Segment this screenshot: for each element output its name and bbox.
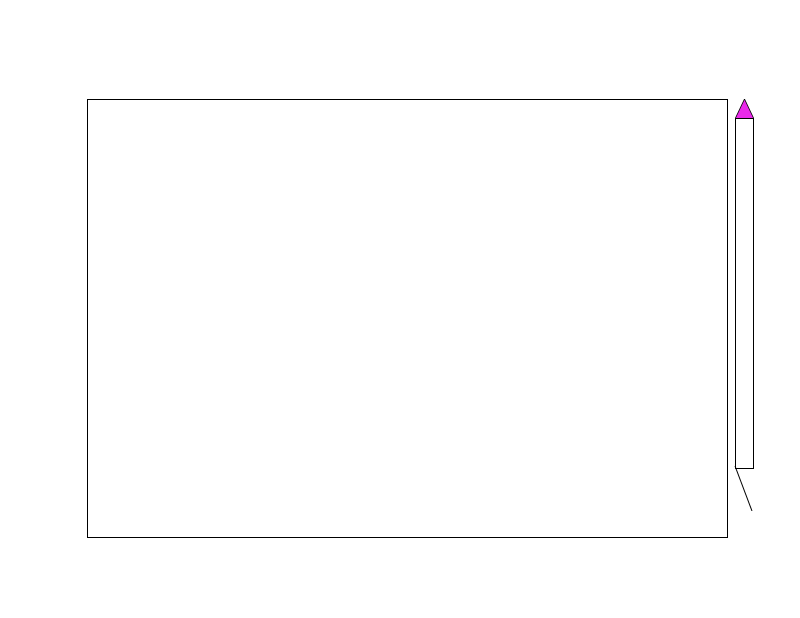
colorbar-min-tail xyxy=(734,466,753,511)
wind-speed-field xyxy=(88,100,727,537)
colorbar-max-arrow xyxy=(735,99,754,119)
colorbar xyxy=(735,118,754,469)
map-plot-area xyxy=(87,99,728,538)
